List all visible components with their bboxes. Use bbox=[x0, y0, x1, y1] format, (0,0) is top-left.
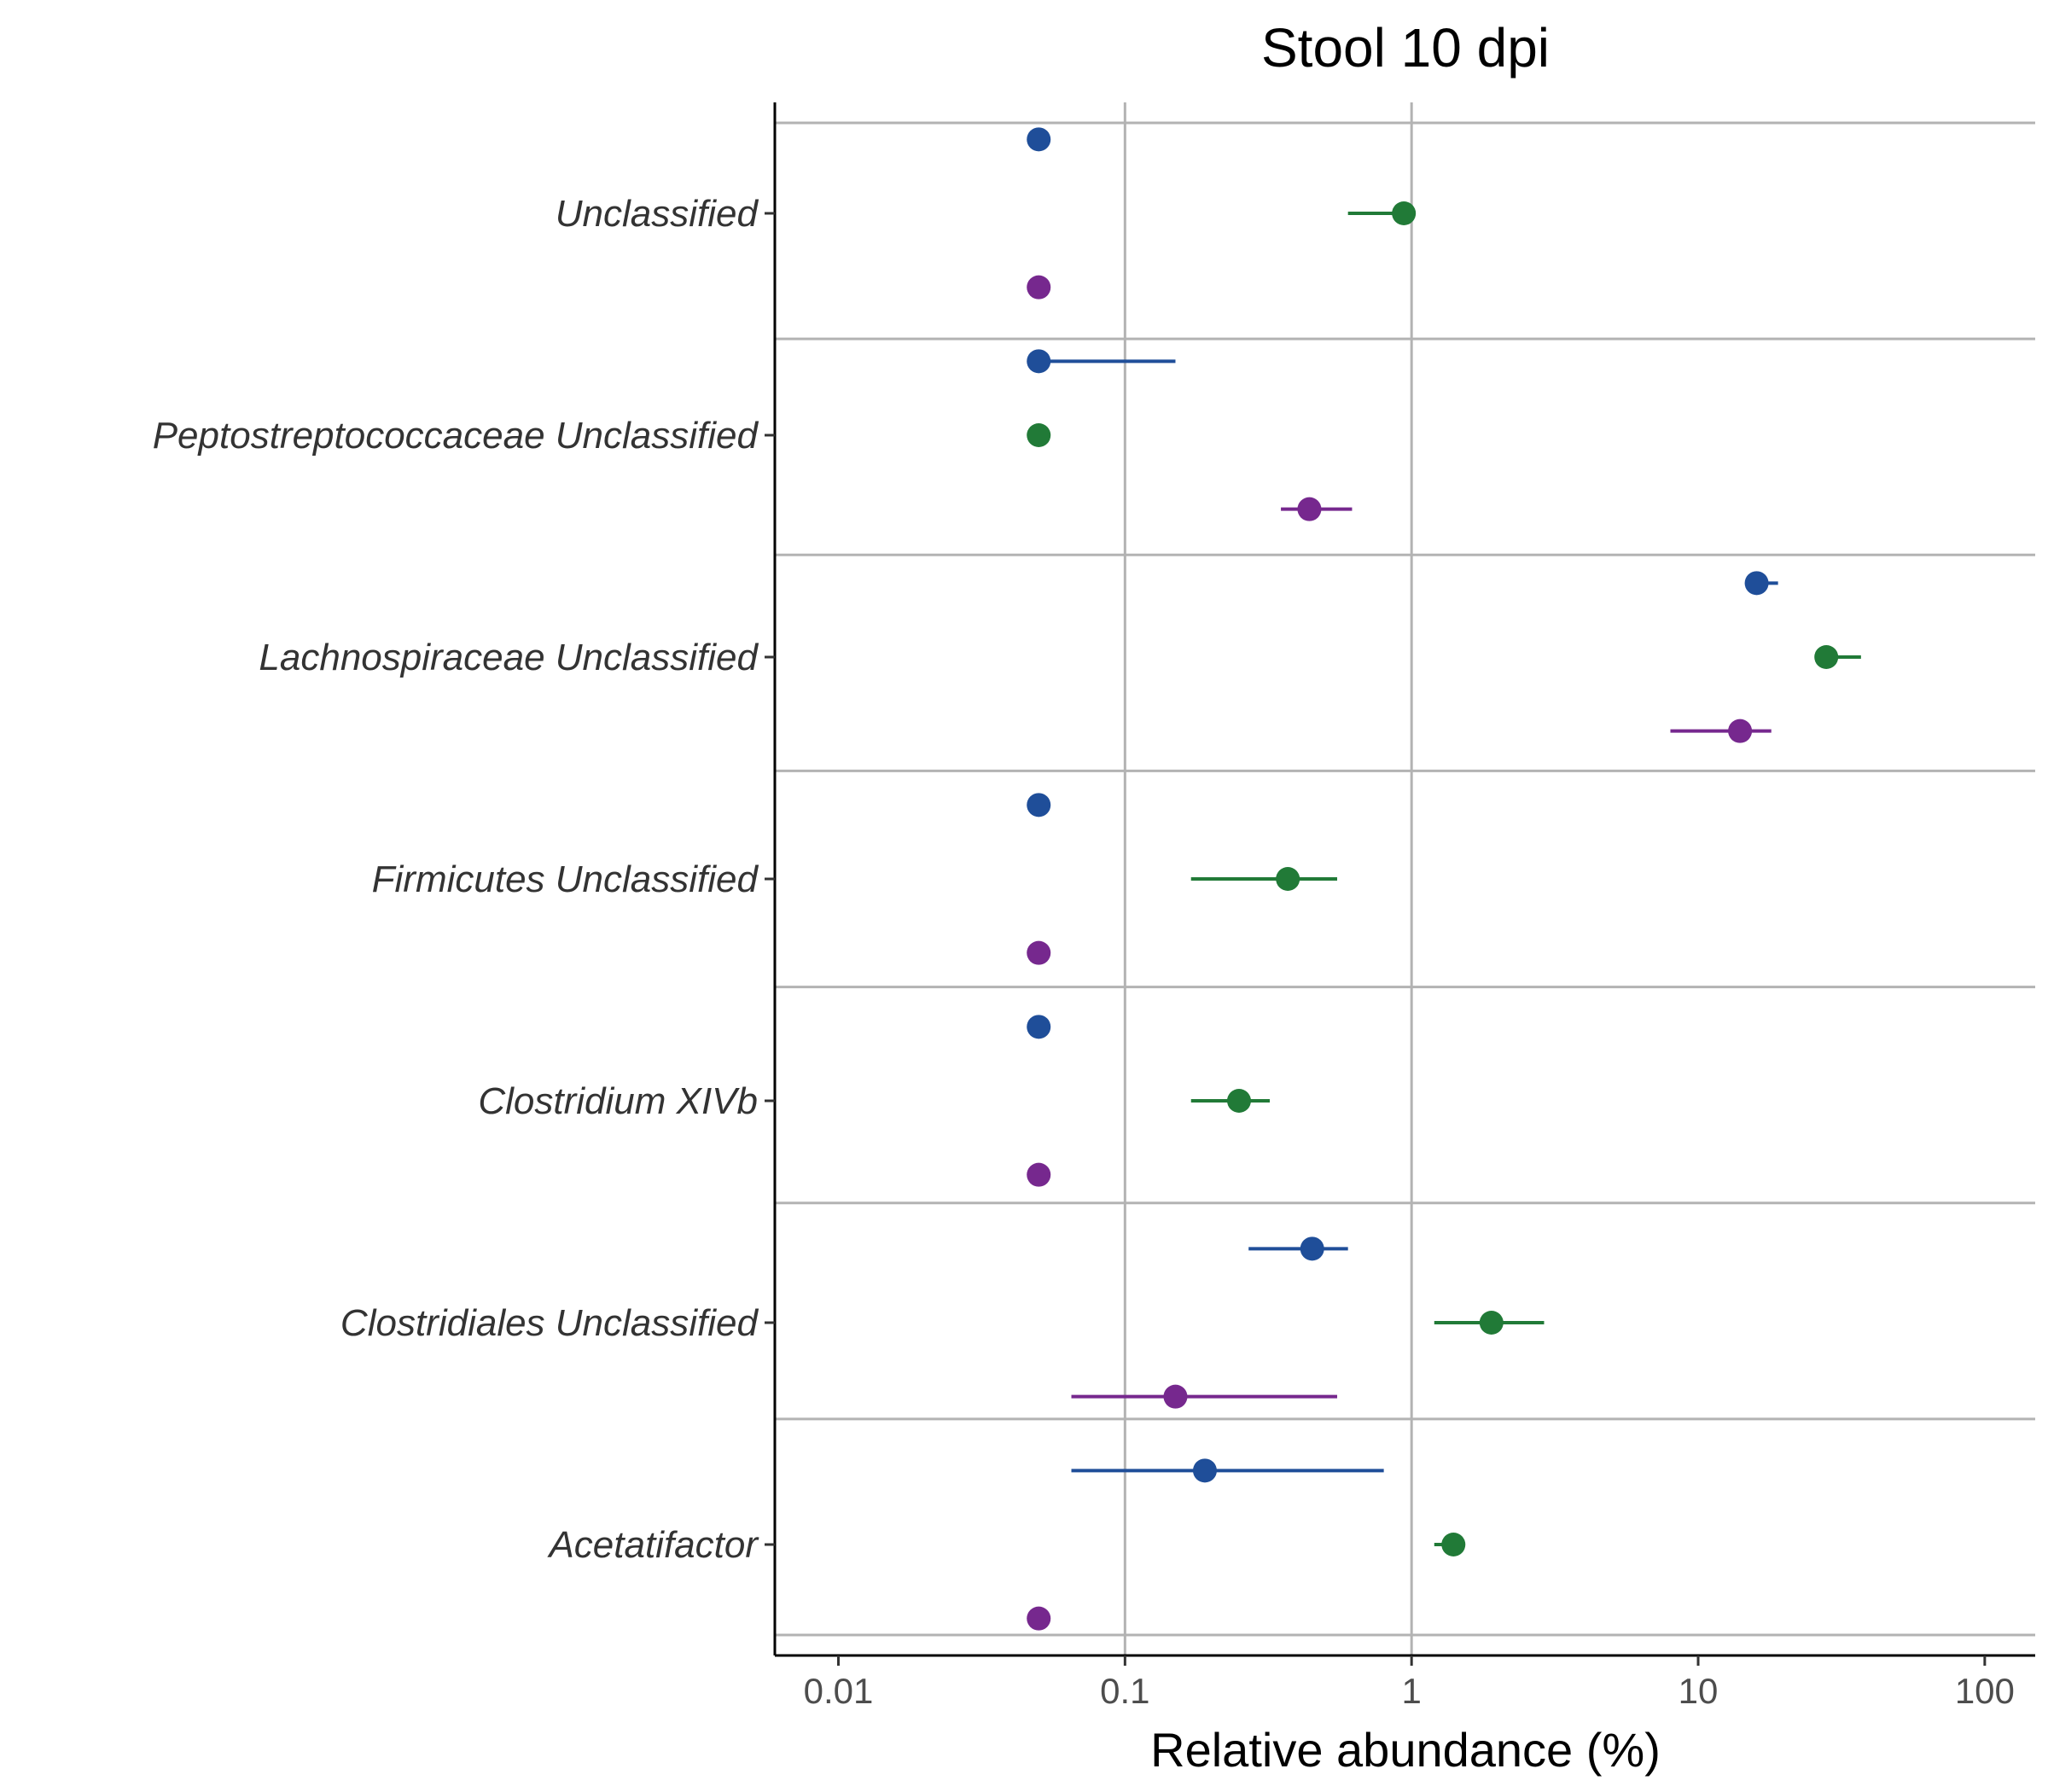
data-point bbox=[1027, 1015, 1051, 1039]
data-point bbox=[1392, 201, 1417, 225]
data-point bbox=[1744, 571, 1769, 596]
data-point bbox=[1027, 1162, 1051, 1187]
x-tick-label: 10 bbox=[1679, 1671, 1719, 1711]
category-label: Acetatifactor bbox=[546, 1524, 759, 1566]
category-label: Unclassified bbox=[556, 193, 759, 235]
category-label: Clostridiales Unclassified bbox=[340, 1302, 759, 1344]
data-point bbox=[1728, 719, 1753, 743]
x-tick-label: 0.01 bbox=[804, 1671, 874, 1711]
data-point bbox=[1027, 1606, 1051, 1631]
data-point bbox=[1441, 1533, 1466, 1556]
data-point bbox=[1163, 1384, 1188, 1409]
x-tick-label: 0.1 bbox=[1100, 1671, 1149, 1711]
category-label: Peptostreptococcaceae Unclassified bbox=[153, 415, 759, 457]
axes bbox=[765, 102, 2035, 1666]
category-label: Lachnospiraceae Unclassified bbox=[259, 637, 759, 678]
data-point bbox=[1027, 423, 1051, 447]
data-point bbox=[1027, 127, 1051, 152]
category-label: Clostridium XIVb bbox=[478, 1080, 758, 1122]
data-point bbox=[1297, 497, 1322, 521]
data-point bbox=[1192, 1458, 1217, 1483]
data-point bbox=[1276, 867, 1300, 891]
grid-lines bbox=[775, 102, 2035, 1655]
error-bars bbox=[1039, 212, 1861, 1546]
data-point bbox=[1226, 1089, 1251, 1113]
data-point bbox=[1814, 645, 1839, 669]
data-point bbox=[1027, 940, 1051, 965]
data-point bbox=[1027, 349, 1051, 374]
category-labels: Unclassified Peptostreptococcaceae Unclas… bbox=[153, 193, 760, 1566]
data-point bbox=[1300, 1236, 1324, 1261]
x-tick-label: 1 bbox=[1402, 1671, 1422, 1711]
x-tick-label: 100 bbox=[1955, 1671, 2015, 1711]
data-point bbox=[1027, 793, 1051, 817]
x-tick-labels: 0.01 0.1 1 10 100 bbox=[804, 1671, 2015, 1711]
data-points bbox=[1027, 127, 1839, 1631]
category-label: Firmicutes Unclassified bbox=[372, 858, 759, 900]
data-point bbox=[1479, 1311, 1504, 1335]
x-axis-label: Relative abundance (%) bbox=[1150, 1723, 1661, 1777]
chart-title: Stool 10 dpi bbox=[1261, 17, 1550, 79]
data-point bbox=[1027, 275, 1051, 300]
